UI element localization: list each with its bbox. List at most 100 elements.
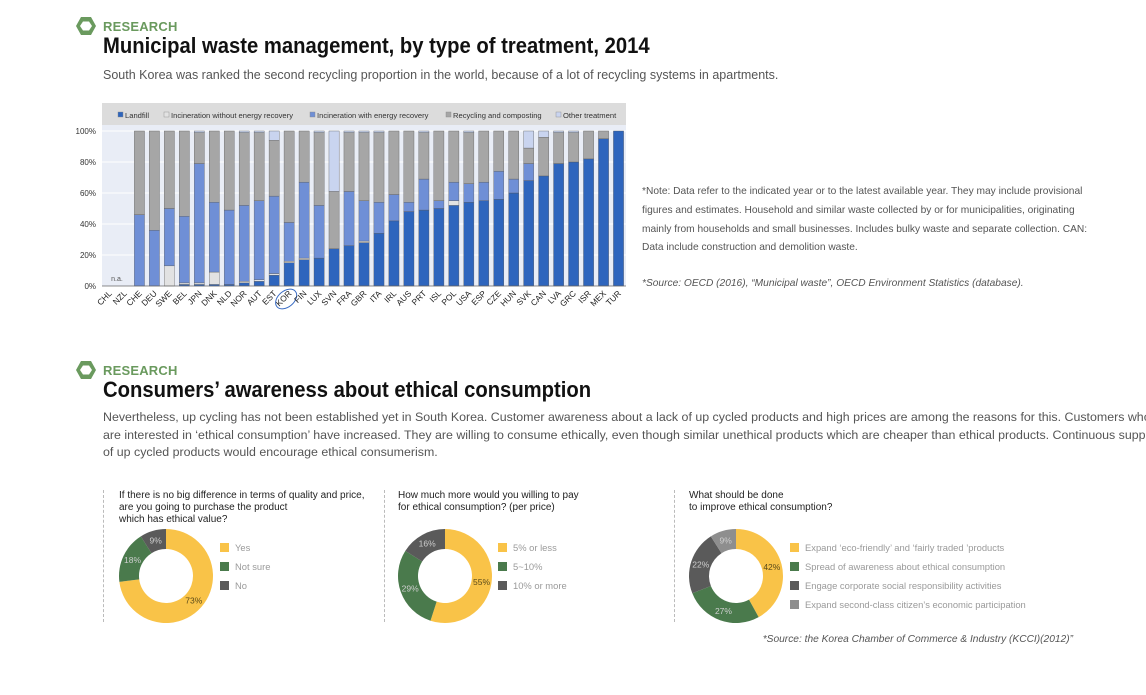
y-tick-label: 100% [76,127,96,136]
paragraph-line: of up cycled products would encourage et… [103,445,438,459]
bar-esp-incineration-with-energy-recovery [478,181,490,201]
hexagon-icon [76,17,96,35]
question-line: If there is no big difference in terms o… [119,490,365,501]
legend-label: Incineration without energy recovery [171,111,293,120]
x-tick-label: PRT [409,288,428,307]
legend-swatch [220,543,229,552]
donut-value-label: 55% [473,577,490,587]
donut-slice-0 [430,529,492,623]
donut2-question: How much more would you willing to pay f… [398,490,579,514]
legend-item: Yes [220,542,270,561]
legend-swatch [790,581,799,590]
bar-aus-recycling-and-composting [403,130,415,203]
bar-aut-recycling-and-composting [253,132,265,201]
bar-pol-incineration-without-energy-recovery [448,200,460,206]
y-tick-label: 40% [80,220,96,229]
donut-slice-1 [398,550,437,621]
bar-ita-recycling-and-composting [373,132,385,203]
legend-swatch [220,581,229,590]
x-tick-label: GBR [349,288,369,308]
bar-mex-landfill [598,138,609,287]
bar-lva-landfill [553,163,564,287]
legend-item: 5~10% [498,561,567,580]
bar-nor-other-treatment [238,130,250,133]
bar-nld-incineration-with-energy-recovery [223,209,235,285]
donut1-question: If there is no big difference in terms o… [119,490,365,526]
bar-prt-recycling-and-composting [418,132,430,180]
legend-swatch [445,111,452,118]
bar-isl-incineration-with-energy-recovery [433,200,445,209]
bar-hun-landfill [508,192,519,287]
bar-fin-incineration-without-energy-recovery [298,257,310,260]
paragraph-line: Nevertheless, up cycling has not been es… [103,410,1146,424]
bar-nor-incineration-with-energy-recovery [238,205,250,282]
donut-slice-0 [736,529,783,618]
bar-cze-incineration-with-energy-recovery [493,171,505,200]
bar-swe-incineration-without-energy-recovery [164,265,175,287]
bar-kor-landfill [283,262,295,287]
bar-esp-landfill [478,200,490,287]
donut-value-label: 73% [185,595,202,605]
bar-lux-other-treatment [313,130,325,133]
legend-strip [102,103,626,125]
hexagon-icon [76,361,96,379]
bar-gbr-recycling-and-composting [358,132,370,201]
bar-lux-incineration-with-energy-recovery [313,205,325,259]
y-tick-label: 0% [84,282,96,291]
bar-pol-landfill [448,205,460,287]
bar-can-recycling-and-composting [538,137,549,177]
bar-svk-other-treatment [523,130,534,149]
question-line: to improve ethical consumption? [689,502,833,513]
y-tick-label: 80% [80,158,96,167]
donut-value-label: 18% [124,555,141,565]
donut-slice-2 [689,536,722,594]
na-label: n.a. [111,276,123,283]
legend-label: Other treatment [563,111,617,120]
section1-subtitle: South Korea was ranked the second recycl… [103,68,779,82]
legend-swatch [498,562,507,571]
bar-svk-incineration-with-energy-recovery [523,163,534,181]
bar-usa-incineration-with-energy-recovery [463,183,475,203]
legend-swatch [498,581,507,590]
legend-label: 10% or more [513,580,567,591]
bar-grc-recycling-and-composting [568,132,579,163]
question-line: How much more would you willing to pay [398,490,579,501]
bar-grc-other-treatment [568,130,579,133]
bar-lva-recycling-and-composting [553,132,564,164]
bar-est-landfill [268,274,280,287]
donut-slice-0 [119,529,213,623]
donut-value-label: 16% [419,539,436,549]
bar-jpn-incineration-with-energy-recovery [194,163,205,284]
legend-item: Expand second-class citizen’s economic p… [790,599,1026,618]
bar-svn-other-treatment [328,130,340,192]
bar-bel-incineration-with-energy-recovery [179,216,190,284]
bar-est-incineration-without-energy-recovery [268,273,280,276]
bar-prt-incineration-with-energy-recovery [418,178,430,211]
legend-label: 5~10% [513,561,543,572]
bar-isl-landfill [433,208,445,287]
bar-fra-recycling-and-composting [343,132,355,192]
x-tick-label: ITA [368,288,384,304]
bar-fra-other-treatment [343,130,355,133]
bar-bel-incineration-without-energy-recovery [179,282,190,285]
section1-title: Municipal waste management, by type of t… [103,33,650,58]
bar-est-other-treatment [268,130,280,141]
divider [384,490,385,622]
bar-fin-landfill [298,259,310,287]
donut-slice-3 [710,529,736,554]
bar-aus-incineration-with-energy-recovery [403,202,415,212]
bar-irl-recycling-and-composting [388,130,400,195]
question-line: are you going to purchase the product [119,502,288,513]
bar-ita-other-treatment [373,130,385,133]
donut2-legend: 5% or less 5~10% 10% or more [498,542,567,599]
bar-jpn-incineration-without-energy-recovery [194,282,205,285]
oecd-source: *Source: OECD (2016), “Municipal waste”,… [642,278,1024,289]
donut-value-label: 9% [150,535,163,545]
bar-pol-recycling-and-composting [448,130,460,183]
donut-slice-2 [140,529,166,554]
legend-label: Landfill [125,111,149,120]
bar-fin-incineration-with-energy-recovery [298,181,310,259]
y-tick-label: 20% [80,251,96,260]
legend-swatch [555,111,562,118]
bar-tur-landfill [613,130,624,287]
